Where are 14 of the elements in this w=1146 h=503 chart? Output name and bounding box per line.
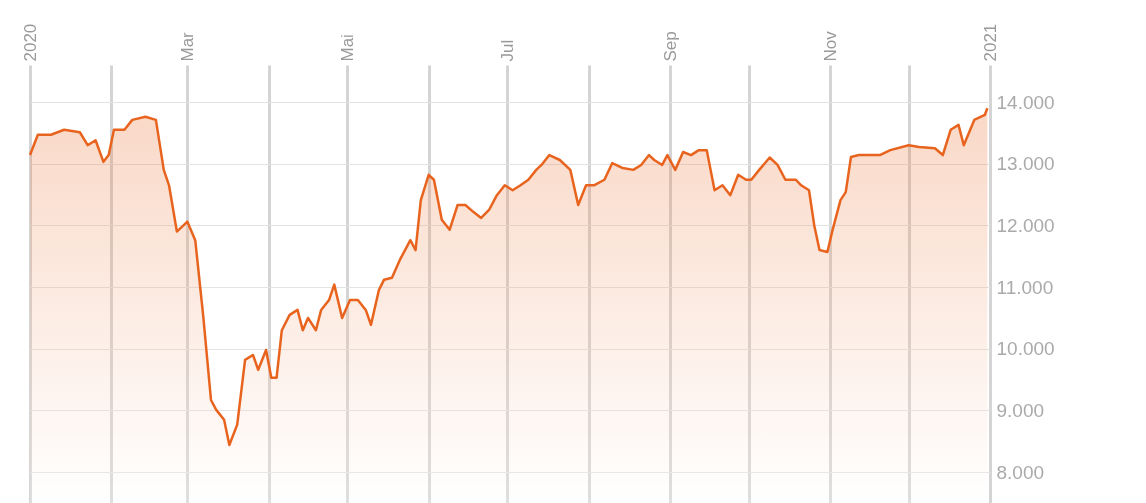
x-tick-label: 2021 xyxy=(980,23,1000,62)
x-tick-label: 2020 xyxy=(20,23,40,62)
y-tick-label: 12.000 xyxy=(996,214,1055,236)
y-tick-label: 10.000 xyxy=(996,338,1055,360)
x-tick-label: Jul xyxy=(497,39,517,62)
x-tick-label: Sep xyxy=(660,31,680,62)
y-tick-label: 11.000 xyxy=(996,276,1054,298)
y-tick-label: 9.000 xyxy=(996,399,1045,421)
y-tick-label: 14.000 xyxy=(996,91,1055,113)
y-tick-label: 13.000 xyxy=(996,153,1055,175)
x-tick-label: Mar xyxy=(177,31,197,62)
x-tick-label: Nov xyxy=(820,30,840,62)
x-tick-label: Mai xyxy=(337,34,357,62)
y-tick-label: 8.000 xyxy=(996,461,1045,483)
